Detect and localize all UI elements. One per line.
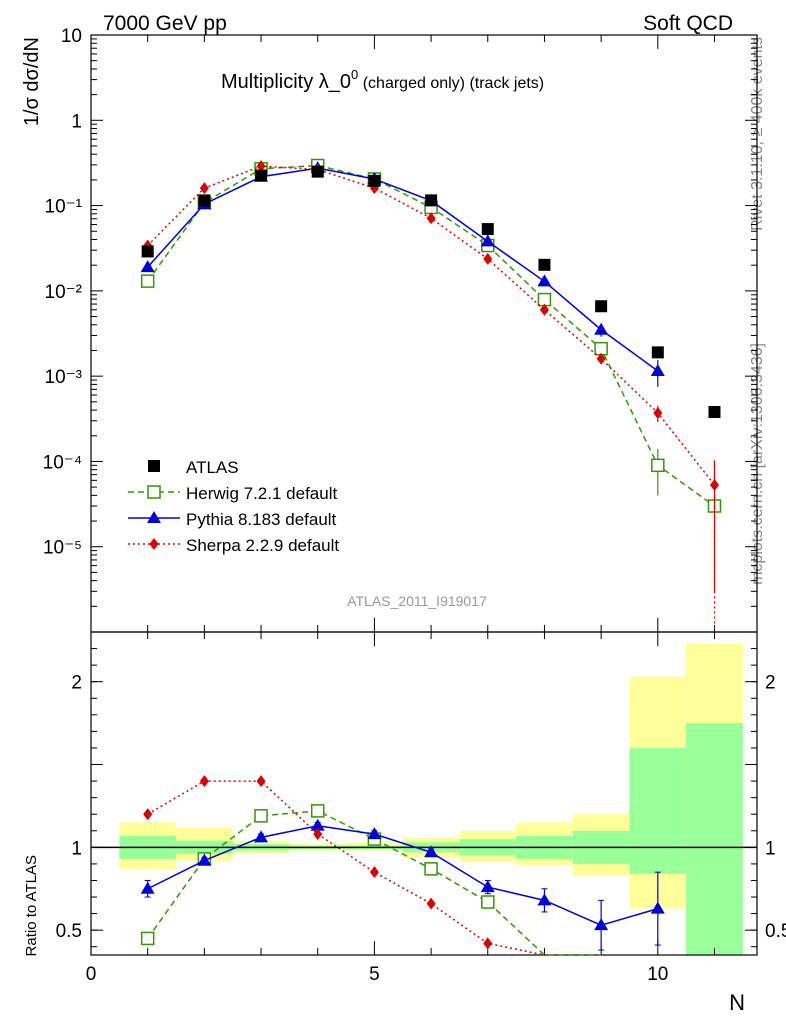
header-energy: 7000 GeV pp: [103, 12, 227, 35]
legend-marker-atlas: [148, 460, 160, 472]
ratio-axis-label: Ratio to ATLAS: [23, 855, 40, 956]
series-marker-main: [650, 363, 665, 376]
series-marker-ratio: [310, 818, 325, 831]
series-marker-main: [480, 234, 495, 247]
series-marker-ratio: [140, 931, 155, 946]
y-tick-label: 10⁻⁴: [43, 452, 82, 473]
y-tick-label: 10⁻²: [45, 282, 83, 303]
data-point: [651, 346, 664, 359]
series-marker-ratio: [313, 828, 323, 841]
ratio-frame: [90, 631, 758, 956]
series-marker-main: [596, 352, 606, 365]
legend-label: Herwig 7.2.1 default: [186, 484, 337, 503]
data-point: [595, 300, 608, 313]
data-point: [538, 258, 551, 271]
series-marker-ratio: [256, 775, 266, 788]
ratio-tick-label: 0.5: [56, 921, 82, 942]
series-marker-main: [426, 212, 436, 225]
data-point: [708, 405, 721, 418]
x-tick-label: 0: [86, 964, 97, 985]
series-marker-ratio: [481, 895, 495, 909]
series-line-main: [147, 167, 659, 372]
y-tick-label: 1: [71, 111, 82, 132]
analysis-watermark: ATLAS_2011_I919017: [347, 593, 487, 609]
series-marker-ratio: [369, 866, 379, 879]
y-tick-label: 10⁻³: [45, 367, 83, 388]
data-point: [141, 245, 154, 258]
header-category: Soft QCD: [643, 12, 733, 35]
series-marker-main: [651, 458, 665, 473]
series-marker-main: [140, 260, 155, 273]
legend-label: Pythia 8.183 default: [186, 510, 337, 529]
series-marker-main: [199, 182, 209, 195]
x-tick-label: 5: [369, 964, 380, 985]
ratio-tick-label-right: 0.5: [765, 921, 786, 942]
series-line-ratio: [147, 825, 659, 926]
series-marker-ratio: [197, 853, 212, 866]
uncertainty-band-inner: [686, 723, 743, 955]
series-marker-main: [539, 303, 549, 316]
series-marker-ratio: [483, 937, 493, 950]
series-marker-ratio: [143, 808, 153, 821]
legend-label: Sherpa 2.2.9 default: [186, 536, 339, 555]
ratio-tick-label: 1: [71, 838, 82, 859]
data-point: [481, 223, 494, 236]
data-point: [425, 194, 438, 207]
ratio-panel: 0 5 10 N 2 2 1 1 0.5 0.5 Ratio to ATLAS: [23, 631, 786, 1015]
legend-marker: [147, 485, 161, 499]
series-marker-main: [483, 252, 493, 265]
series-marker-main: [256, 160, 266, 173]
main-panel: 10 1 10⁻¹ 10⁻² 10⁻³ 10⁻⁴ 10⁻⁵ 1/σ dσ/dN Multipli…: [21, 26, 758, 633]
series-marker-main: [709, 478, 719, 491]
data-point: [198, 194, 211, 207]
data-point: [255, 169, 268, 182]
legend-marker: [147, 511, 161, 523]
series-marker-ratio: [424, 845, 439, 858]
series-marker-main: [594, 322, 609, 335]
ratio-tick-label-right: 1: [765, 838, 776, 859]
series-marker-ratio: [254, 809, 268, 823]
legend-marker: [149, 538, 159, 550]
data-point: [368, 174, 381, 187]
series-marker-ratio: [480, 880, 495, 893]
series-line-ratio: [147, 810, 602, 956]
series-marker-ratio: [426, 897, 436, 910]
series-marker-ratio: [199, 775, 209, 788]
y-axis-label: 1/σ dσ/dN: [21, 37, 43, 126]
chart-title-superscript: 0: [351, 67, 358, 82]
series-line-ratio: [147, 780, 545, 956]
series-line-main: [147, 165, 716, 486]
legend-label-atlas: ATLAS: [186, 458, 239, 477]
data-point: [311, 165, 324, 178]
series-marker-main: [653, 406, 663, 419]
y-tick-label: 10⁻⁵: [43, 538, 82, 559]
ratio-tick-label: 2: [71, 673, 82, 694]
series-marker-ratio: [594, 918, 609, 931]
ratio-tick-label-right: 2: [765, 673, 776, 694]
series-marker-main: [537, 274, 552, 287]
y-tick-label: 10⁻¹: [45, 197, 83, 218]
series-marker-ratio: [424, 862, 438, 876]
series-marker-ratio: [140, 881, 155, 894]
series-marker-ratio: [310, 804, 325, 818]
uncertainty-band-inner: [629, 747, 687, 874]
x-axis-label: N: [729, 990, 745, 1015]
chart-title-main: Multiplicity λ_0: [221, 71, 351, 93]
series-marker-ratio: [367, 827, 382, 840]
chart-title: Multiplicity λ_00 (charged only) (track …: [221, 67, 544, 93]
series-marker-ratio: [254, 830, 269, 843]
series-marker-ratio: [650, 901, 665, 914]
x-tick-label: 10: [647, 964, 668, 985]
y-tick-label: 10: [61, 26, 82, 47]
series-marker-ratio: [537, 893, 552, 906]
chart-title-rest: (charged only) (track jets): [358, 75, 544, 92]
series-marker-main: [140, 274, 155, 288]
